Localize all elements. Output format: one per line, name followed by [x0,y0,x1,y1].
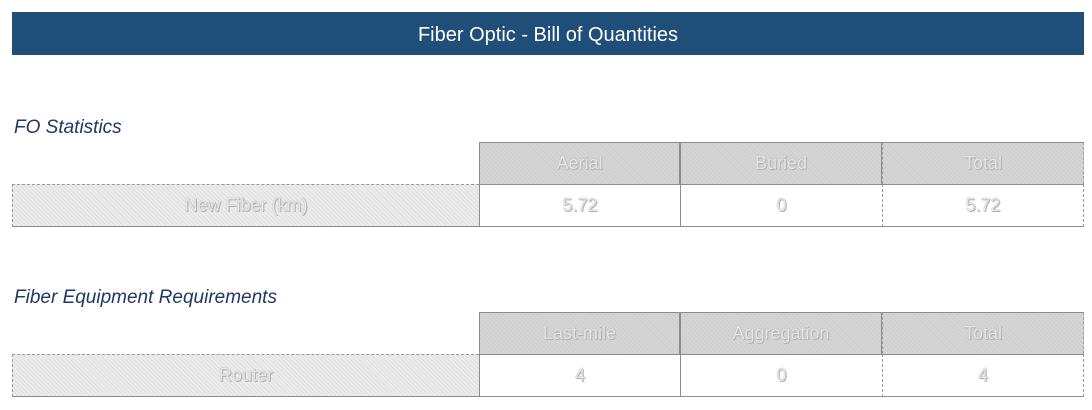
fo-col-header-aerial[interactable]: Aerial [479,142,680,184]
fo-statistics-heading: FO Statistics [14,117,122,138]
fo-value-aerial[interactable]: 5.72 [479,184,680,227]
equip-value-total[interactable]: 4 [882,354,1084,397]
equip-value-last-mile[interactable]: 4 [479,354,680,397]
fo-row-label-new-fiber[interactable]: New Fiber (km) [12,184,479,227]
fo-col-header-buried[interactable]: Buried [680,142,882,184]
equip-col-header-aggregation[interactable]: Aggregation [680,312,882,354]
equip-value-aggregation[interactable]: 0 [680,354,882,397]
equip-row-label-router[interactable]: Router [12,354,479,397]
fo-value-buried[interactable]: 0 [680,184,882,227]
fo-value-total[interactable]: 5.72 [882,184,1084,227]
fiber-equipment-heading: Fiber Equipment Requirements [14,287,277,308]
fo-col-header-total[interactable]: Total [882,142,1084,184]
equip-col-header-last-mile[interactable]: Last-mile [479,312,680,354]
equip-col-header-total[interactable]: Total [882,312,1084,354]
page-title: Fiber Optic - Bill of Quantities [12,12,1084,55]
